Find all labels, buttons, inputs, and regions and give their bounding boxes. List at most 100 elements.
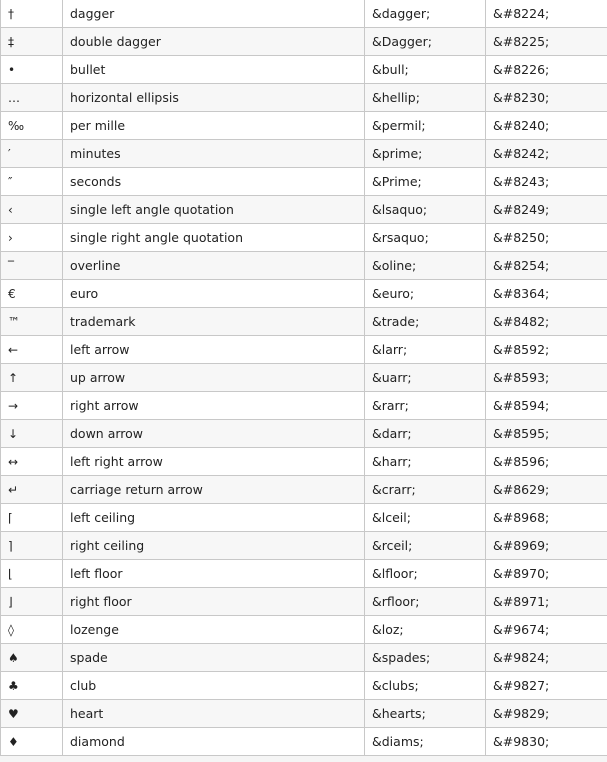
entity-name-cell: &Dagger; (364, 27, 486, 56)
table-row: ⌋ right floor &rfloor; &#8971; (0, 587, 607, 616)
description-cell: double dagger (62, 27, 365, 56)
entity-name-cell: &lsaquo; (364, 195, 486, 224)
entity-name-cell: &spades; (364, 643, 486, 672)
entity-number-cell: &#8250; (485, 223, 607, 252)
entity-number-cell: &#8225; (485, 27, 607, 56)
entity-number-cell: &#8242; (485, 139, 607, 168)
table-row: ♦ diamond &diams; &#9830; (0, 727, 607, 756)
description-cell: overline (62, 251, 365, 280)
table-row: ″ seconds &Prime; &#8243; (0, 167, 607, 196)
entity-name-cell: &uarr; (364, 363, 486, 392)
character-cell: › (0, 223, 63, 252)
description-cell: seconds (62, 167, 365, 196)
entity-name-cell: &harr; (364, 447, 486, 476)
description-cell: heart (62, 699, 365, 728)
entity-number-cell: &#8230; (485, 83, 607, 112)
entity-number-cell: &#8970; (485, 559, 607, 588)
table-row: ‡ double dagger &Dagger; &#8225; (0, 27, 607, 56)
table-row: ♣ club &clubs; &#9827; (0, 671, 607, 700)
table-row: ‰ per mille &permil; &#8240; (0, 111, 607, 140)
description-cell: carriage return arrow (62, 475, 365, 504)
table-row: € euro &euro; &#8364; (0, 279, 607, 308)
entity-name-cell: &clubs; (364, 671, 486, 700)
entity-name-cell: &rfloor; (364, 587, 486, 616)
character-cell: ♣ (0, 671, 63, 700)
description-cell: bullet (62, 55, 365, 84)
entity-name-cell: &oline; (364, 251, 486, 280)
entity-number-cell: &#8240; (485, 111, 607, 140)
entity-number-cell: &#8224; (485, 0, 607, 28)
description-cell: left floor (62, 559, 365, 588)
description-cell: per mille (62, 111, 365, 140)
table-row: ↑ up arrow &uarr; &#8593; (0, 363, 607, 392)
entity-name-cell: &rceil; (364, 531, 486, 560)
entity-name-cell: &diams; (364, 727, 486, 756)
entity-name-cell: &dagger; (364, 0, 486, 28)
character-cell: ↓ (0, 419, 63, 448)
table-row: ← left arrow &larr; &#8592; (0, 335, 607, 364)
description-cell: single right angle quotation (62, 223, 365, 252)
entity-name-cell: &rarr; (364, 391, 486, 420)
entity-name-cell: &darr; (364, 419, 486, 448)
entity-number-cell: &#9829; (485, 699, 607, 728)
table-row: → right arrow &rarr; &#8594; (0, 391, 607, 420)
entity-number-cell: &#8968; (485, 503, 607, 532)
entity-number-cell: &#8482; (485, 307, 607, 336)
character-cell: ⌋ (0, 587, 63, 616)
character-cell: ⌊ (0, 559, 63, 588)
table-row: ‹ single left angle quotation &lsaquo; &#82… (0, 195, 607, 224)
table-row: … horizontal ellipsis &hellip; &#8230; (0, 83, 607, 112)
description-cell: trademark (62, 307, 365, 336)
entity-name-cell: &permil; (364, 111, 486, 140)
table-row: ↔ left right arrow &harr; &#8596; (0, 447, 607, 476)
entity-name-cell: &crarr; (364, 475, 486, 504)
character-cell: ⌈ (0, 503, 63, 532)
entity-number-cell: &#9824; (485, 643, 607, 672)
character-cell: ″ (0, 167, 63, 196)
description-cell: minutes (62, 139, 365, 168)
character-cell: → (0, 391, 63, 420)
character-cell: ™ (0, 307, 63, 336)
description-cell: right ceiling (62, 531, 365, 560)
table-row: † dagger &dagger; &#8224; (0, 0, 607, 28)
table-row: ′ minutes &prime; &#8242; (0, 139, 607, 168)
character-cell: ′ (0, 139, 63, 168)
entity-number-cell: &#8629; (485, 475, 607, 504)
description-cell: left arrow (62, 335, 365, 364)
table-row: ™ trademark &trade; &#8482; (0, 307, 607, 336)
description-cell: right floor (62, 587, 365, 616)
character-cell: ‹ (0, 195, 63, 224)
entity-number-cell: &#8592; (485, 335, 607, 364)
entity-name-cell: &lceil; (364, 503, 486, 532)
page-bottom-edge (0, 756, 607, 762)
description-cell: single left angle quotation (62, 195, 365, 224)
table-row: ⌈ left ceiling &lceil; &#8968; (0, 503, 607, 532)
entity-number-cell: &#8243; (485, 167, 607, 196)
entity-number-cell: &#8226; (485, 55, 607, 84)
entity-number-cell: &#8254; (485, 251, 607, 280)
description-cell: down arrow (62, 419, 365, 448)
description-cell: diamond (62, 727, 365, 756)
character-cell: ♥ (0, 699, 63, 728)
character-cell: ◊ (0, 615, 63, 644)
character-cell: ↔ (0, 447, 63, 476)
description-cell: horizontal ellipsis (62, 83, 365, 112)
entity-name-cell: &hearts; (364, 699, 486, 728)
table-row: ⌉ right ceiling &rceil; &#8969; (0, 531, 607, 560)
character-cell: • (0, 55, 63, 84)
description-cell: dagger (62, 0, 365, 28)
table-row: ↵ carriage return arrow &crarr; &#8629; (0, 475, 607, 504)
entity-name-cell: &Prime; (364, 167, 486, 196)
character-cell: ↑ (0, 363, 63, 392)
description-cell: club (62, 671, 365, 700)
table-row: ↓ down arrow &darr; &#8595; (0, 419, 607, 448)
entity-number-cell: &#8971; (485, 587, 607, 616)
entity-number-cell: &#9674; (485, 615, 607, 644)
table-row: ♠ spade &spades; &#9824; (0, 643, 607, 672)
entity-name-cell: &loz; (364, 615, 486, 644)
table-row: ◊ lozenge &loz; &#9674; (0, 615, 607, 644)
table-row: › single right angle quotation &rsaquo; &#8… (0, 223, 607, 252)
entity-name-cell: &prime; (364, 139, 486, 168)
